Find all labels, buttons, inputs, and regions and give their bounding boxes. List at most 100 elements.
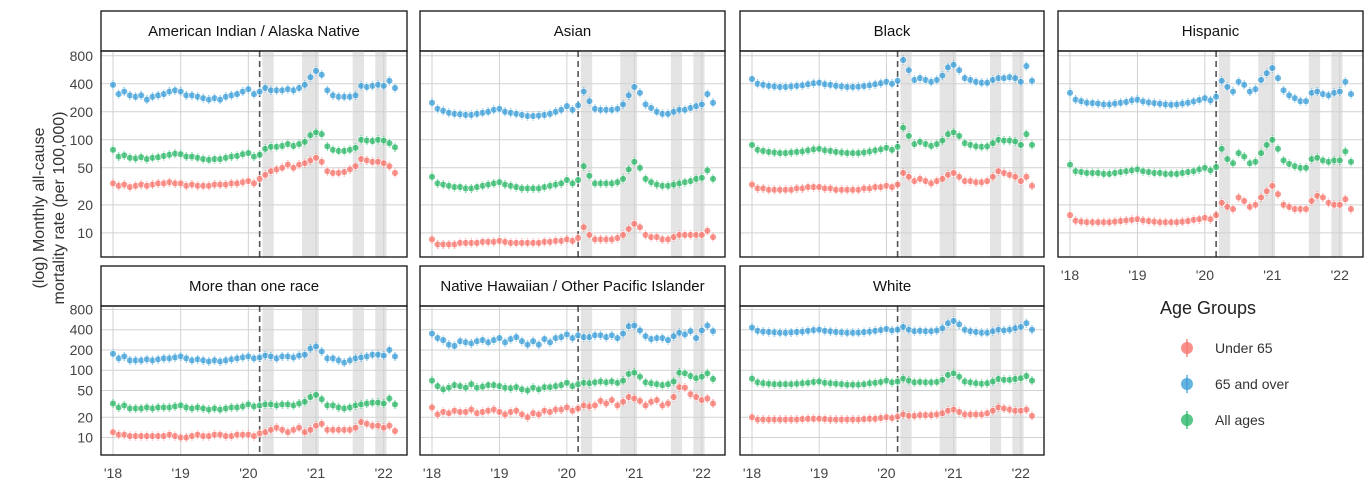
series-65-and-over [109, 66, 399, 105]
data-point [636, 397, 644, 405]
data-point [255, 87, 264, 96]
x-tick-label: '20 [877, 465, 895, 481]
series-all-ages [428, 157, 717, 193]
y-tick-label: 200 [70, 104, 94, 120]
data-point [983, 177, 991, 185]
data-point [748, 374, 756, 383]
data-point [1206, 96, 1215, 105]
data-point [1223, 83, 1232, 91]
data-point [462, 383, 470, 392]
data-point [580, 223, 588, 231]
data-point [563, 102, 571, 110]
data-point [899, 123, 907, 132]
data-point [636, 223, 644, 231]
data-point [905, 173, 913, 181]
data-point [938, 175, 947, 183]
data-point [385, 421, 394, 430]
data-point [949, 61, 958, 69]
panel-2: Asian [419, 10, 726, 258]
data-point [1257, 193, 1265, 202]
data-point [1302, 97, 1310, 105]
data-point [391, 427, 399, 435]
data-point [278, 164, 286, 172]
data-point [306, 73, 315, 81]
data-point [955, 66, 963, 74]
data-point [109, 399, 117, 408]
legend-label: 65 and over [1215, 376, 1289, 392]
x-tick-label: '21 [1263, 267, 1281, 283]
y-axis-label-line-2: mortality rate (per 100,000) [51, 112, 68, 305]
data-point [1257, 149, 1265, 157]
data-point [619, 100, 627, 109]
data-point [380, 159, 388, 167]
y-axis-label-line-1: (log) Monthly all-cause [31, 127, 48, 288]
data-point [295, 423, 303, 432]
data-point [535, 340, 543, 349]
data-point [1011, 137, 1019, 146]
data-point [664, 336, 672, 344]
data-point [1066, 211, 1074, 219]
data-point [949, 317, 958, 325]
shaded-period-1 [262, 51, 274, 257]
legend-key [1181, 414, 1193, 426]
data-point [295, 84, 303, 92]
data-point [1347, 205, 1355, 213]
data-point [748, 75, 756, 83]
data-point [568, 106, 577, 114]
data-point [669, 393, 678, 401]
legend-label: Under 65 [1215, 340, 1273, 356]
panel-border [100, 50, 408, 258]
data-point [512, 407, 520, 415]
data-point [748, 180, 756, 189]
data-point [1017, 78, 1025, 86]
data-point [989, 173, 997, 181]
data-point [1218, 77, 1226, 85]
data-point [703, 227, 712, 235]
data-point [630, 368, 639, 377]
data-point [636, 373, 644, 381]
panel-title: American Indian / Alaska Native [148, 23, 360, 40]
data-point [1240, 81, 1248, 89]
data-point [619, 398, 627, 406]
data-point [284, 160, 292, 169]
data-point [709, 327, 717, 335]
data-point [653, 396, 661, 404]
shaded-period-1 [580, 51, 593, 257]
data-point [312, 391, 320, 399]
data-point [641, 401, 650, 410]
data-point [669, 377, 678, 386]
data-point [351, 144, 360, 152]
shaded-period-4 [1331, 51, 1343, 257]
data-point [938, 376, 947, 384]
panel-strip [419, 10, 726, 52]
y-tick-label: 800 [70, 48, 94, 64]
data-point [523, 340, 532, 349]
data-point [450, 342, 459, 350]
x-tick-label: '19 [810, 465, 828, 481]
data-point [580, 162, 588, 170]
legend-key [1181, 342, 1193, 354]
x-tick-label: '22 [375, 465, 393, 481]
panels: American Indian / Alaska Native 10 20 50 100… [70, 10, 1364, 481]
data-point [709, 99, 717, 107]
data-point [1347, 90, 1355, 98]
data-point [748, 323, 756, 332]
data-point [905, 66, 913, 74]
data-point [955, 373, 963, 381]
data-point [428, 329, 436, 338]
data-point [289, 164, 298, 172]
data-point [1341, 147, 1350, 156]
data-point [529, 337, 537, 345]
data-point [630, 158, 639, 166]
data-point [1319, 193, 1327, 202]
data-point [1011, 74, 1019, 82]
data-point [1206, 166, 1215, 175]
series-under-65 [428, 382, 717, 422]
data-point [1223, 155, 1232, 163]
data-point [1028, 326, 1036, 334]
data-point [563, 379, 571, 387]
x-tick-label: '20 [1196, 267, 1214, 283]
data-point [255, 175, 264, 183]
panel-4: Hispanic [1057, 10, 1364, 258]
data-point [574, 176, 582, 184]
